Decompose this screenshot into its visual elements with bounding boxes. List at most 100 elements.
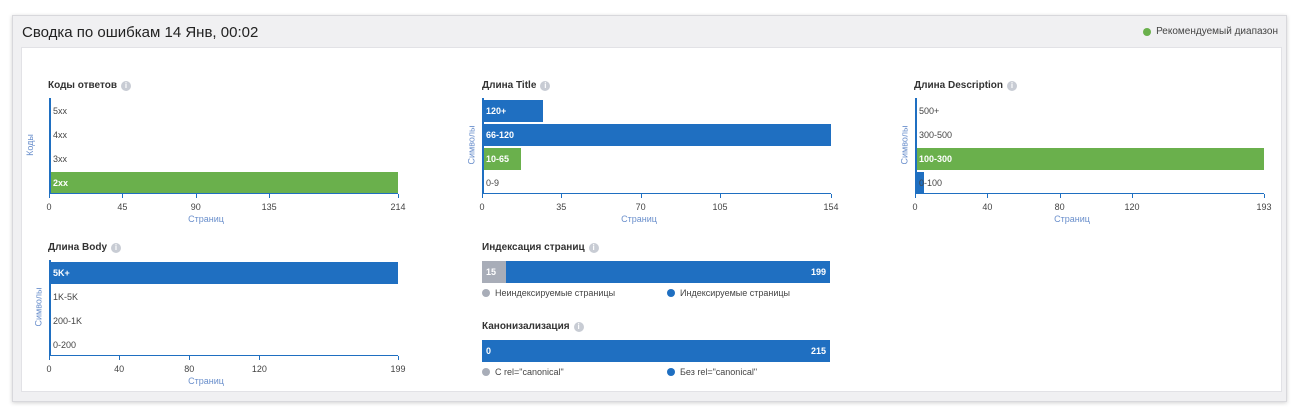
x-tick-label: 45 bbox=[117, 202, 128, 212]
x-tick bbox=[49, 194, 50, 198]
chart-title: Индексация страниц i bbox=[482, 242, 599, 253]
x-tick-label: 35 bbox=[556, 202, 567, 212]
segment-value-label: 0 bbox=[486, 346, 492, 356]
x-tick-label: 120 bbox=[1124, 202, 1140, 212]
info-icon[interactable]: i bbox=[120, 80, 131, 91]
category-label: 2xx bbox=[53, 178, 69, 188]
x-axis-label: Страниц bbox=[621, 214, 657, 224]
chart-title-text: Длина Body bbox=[48, 242, 108, 253]
x-tick bbox=[482, 194, 483, 198]
x-tick-label: 105 bbox=[712, 202, 728, 212]
legend-label: Индексируемые страницы bbox=[680, 288, 790, 298]
legend-dot-icon bbox=[482, 368, 490, 376]
legend-item[interactable]: Индексируемые страницы bbox=[667, 288, 790, 298]
x-tick-label: 199 bbox=[390, 364, 406, 374]
legend-dot-icon bbox=[667, 368, 675, 376]
segment-1[interactable] bbox=[506, 261, 830, 283]
title_len-plot: 120+ 66-120 10-65 0-9 bbox=[482, 98, 831, 194]
category-label: 0-200 bbox=[53, 340, 77, 350]
desc_len-plot: 500+ 300-500 100-300 0-100 bbox=[915, 98, 1264, 194]
body_len-plot: 5K+ 1K-5K 200-1K 0-200 bbox=[49, 260, 398, 356]
category-label: 200-1K bbox=[53, 316, 83, 326]
x-axis-ticks: 0 40 80 120 193 bbox=[912, 194, 1272, 212]
y-axis-line bbox=[915, 98, 917, 194]
info-icon[interactable]: i bbox=[540, 80, 551, 91]
info-icon[interactable]: i bbox=[588, 242, 599, 253]
charts-panel: Коды ответов i 5xx 4xx 3xx 2xx 0 45 90 135 214 Стра… bbox=[21, 47, 1282, 392]
x-axis-ticks: 0 35 70 105 154 bbox=[479, 194, 839, 212]
chart-title: Длина Body i bbox=[48, 242, 122, 253]
info-icon[interactable]: i bbox=[573, 321, 584, 332]
info-icon[interactable]: i bbox=[111, 242, 122, 253]
bar-100-300[interactable] bbox=[915, 148, 1264, 170]
chart-title-text: Длина Title bbox=[482, 80, 537, 91]
category-label: 10-65 bbox=[486, 154, 510, 164]
chart-title-text: Индексация страниц bbox=[482, 242, 585, 253]
x-tick bbox=[189, 356, 191, 360]
chart-title: Канонизализация i bbox=[482, 321, 584, 332]
segment-value-label: 199 bbox=[810, 267, 826, 277]
recommended-range-label: Рекомендуемый диапазон bbox=[1156, 26, 1278, 37]
x-tick bbox=[269, 194, 271, 198]
chart-title: Длина Description i bbox=[914, 80, 1018, 91]
category-label: 0-9 bbox=[486, 178, 500, 188]
x-tick bbox=[1059, 194, 1061, 198]
x-tick bbox=[122, 194, 124, 198]
x-tick-label: 70 bbox=[635, 202, 646, 212]
indexing-stacked-bar: 15 199 bbox=[482, 261, 830, 283]
chart-title-text: Длина Description bbox=[914, 80, 1004, 91]
card-header: Сводка по ошибкам 14 Янв, 00:02 Рекоменд… bbox=[13, 16, 1286, 48]
chart-title-text: Коды ответов bbox=[48, 80, 117, 91]
category-label: 66-120 bbox=[486, 130, 515, 140]
bar-120+[interactable] bbox=[482, 100, 544, 122]
x-tick bbox=[49, 356, 50, 360]
x-tick bbox=[987, 194, 989, 198]
x-tick bbox=[259, 356, 261, 360]
legend-item[interactable]: С rel="canonical" bbox=[482, 367, 564, 377]
x-tick bbox=[398, 356, 399, 360]
x-axis-line bbox=[915, 193, 1264, 194]
info-icon[interactable]: i bbox=[1007, 80, 1018, 91]
bar-10-65[interactable] bbox=[482, 148, 521, 170]
segment-value-label: 215 bbox=[810, 346, 826, 356]
x-tick-label: 40 bbox=[982, 202, 993, 212]
x-tick bbox=[831, 194, 832, 198]
bar-2xx[interactable] bbox=[49, 172, 398, 194]
bar-66-120[interactable] bbox=[482, 124, 831, 146]
segment-0[interactable] bbox=[482, 261, 507, 283]
y-axis-label: Символы bbox=[33, 287, 44, 327]
legend-label: Неиндексируемые страницы bbox=[495, 288, 616, 298]
legend-item[interactable]: Без rel="canonical" bbox=[667, 367, 757, 377]
y-axis-line bbox=[49, 260, 51, 356]
x-tick bbox=[561, 194, 563, 198]
x-axis-label: Страниц bbox=[188, 214, 224, 224]
y-axis-line bbox=[49, 98, 51, 194]
x-tick-label: 214 bbox=[390, 202, 406, 212]
x-tick bbox=[195, 194, 197, 198]
chart-title-text: Канонизализация bbox=[482, 321, 570, 332]
x-axis-label: Страниц bbox=[1054, 214, 1090, 224]
x-tick-label: 193 bbox=[1256, 202, 1272, 212]
x-axis-line bbox=[482, 193, 831, 194]
x-axis-line bbox=[49, 193, 398, 194]
bar-0-100[interactable] bbox=[915, 172, 925, 194]
category-label: 500+ bbox=[919, 106, 940, 116]
x-tick bbox=[1131, 194, 1133, 198]
legend-dot-icon bbox=[667, 289, 675, 297]
legend-dot-icon bbox=[482, 289, 490, 297]
recommended-range-legend: Рекомендуемый диапазон bbox=[1143, 26, 1278, 37]
category-label: 120+ bbox=[486, 106, 507, 116]
category-label: 4xx bbox=[53, 130, 68, 140]
y-axis-label: Коды bbox=[24, 134, 35, 156]
x-tick-label: 135 bbox=[261, 202, 277, 212]
category-label: 5K+ bbox=[53, 268, 70, 278]
x-tick-label: 0 bbox=[912, 202, 918, 212]
x-tick bbox=[719, 194, 721, 198]
y-axis-label: Символы bbox=[466, 125, 477, 165]
x-tick-label: 40 bbox=[114, 364, 125, 374]
bar-5K+[interactable] bbox=[49, 262, 398, 284]
legend-item[interactable]: Неиндексируемые страницы bbox=[482, 288, 615, 298]
segment-1[interactable] bbox=[482, 340, 830, 362]
chart-title: Коды ответов i bbox=[48, 80, 131, 91]
category-label: 0-100 bbox=[919, 178, 943, 188]
